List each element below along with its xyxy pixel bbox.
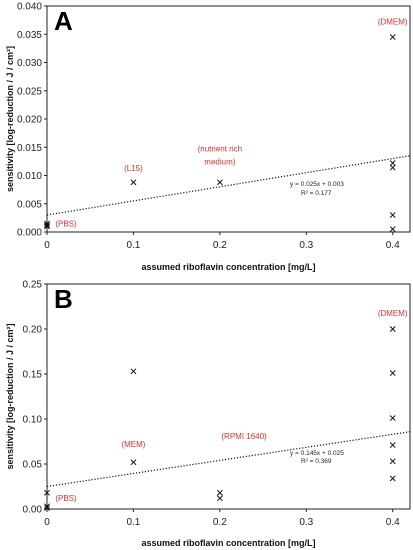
data-point-stroke — [130, 368, 137, 375]
y-tick-label: 0.25 — [23, 280, 43, 291]
data-point-stroke — [389, 442, 396, 449]
data-point-stroke — [389, 34, 396, 41]
y-tick-label: 0.05 — [23, 460, 43, 471]
y-tick-label: 0.010 — [17, 171, 42, 182]
x-tick-label: 0.2 — [213, 240, 227, 251]
data-point — [389, 475, 396, 482]
data-point-stroke — [389, 415, 396, 422]
data-point — [216, 495, 223, 502]
annotation-label: (MEM) — [121, 440, 145, 449]
x-tick-label: 0.3 — [299, 517, 313, 528]
y-tick-label: 0.10 — [23, 415, 43, 426]
y-tick-label: 0.00 — [23, 505, 43, 516]
x-tick-label: 0 — [44, 240, 50, 251]
data-point — [389, 415, 396, 422]
trendline — [46, 431, 411, 488]
data-point-stroke — [44, 222, 50, 229]
data-point-stroke — [389, 160, 396, 167]
data-point-stroke — [44, 223, 50, 230]
x-tick-label: 0.4 — [386, 240, 400, 251]
data-point — [389, 212, 396, 219]
data-point-stroke — [216, 489, 223, 496]
x-tick-label: 0.4 — [386, 517, 400, 528]
annotation-label: medium) — [204, 157, 235, 166]
y-axis-title: sensitivity [log-reduction / J / cm²] — [5, 323, 15, 469]
data-point-stroke — [130, 459, 137, 466]
data-point — [44, 505, 50, 512]
data-point-stroke — [389, 164, 396, 171]
x-tick-label: 0.1 — [126, 240, 140, 251]
data-point — [389, 226, 396, 233]
x-tick-label: 0 — [44, 517, 50, 528]
data-point-stroke — [44, 503, 50, 510]
data-point — [216, 489, 223, 496]
y-tick-label: 0.040 — [17, 2, 42, 13]
data-point — [389, 160, 396, 167]
data-point-stroke — [44, 505, 50, 512]
annotation-label: (L15) — [124, 164, 143, 173]
y-axis-title: sensitivity [log-reduction / J / cm²] — [5, 46, 15, 192]
data-point-stroke — [216, 179, 223, 186]
data-point-stroke — [389, 326, 396, 332]
plot-frame — [46, 5, 411, 233]
data-point — [44, 223, 50, 230]
trendline-r2: R² = 0.177 — [301, 190, 332, 197]
data-point-stroke — [216, 495, 223, 502]
plot-frame — [46, 283, 411, 510]
data-point-stroke — [389, 458, 396, 465]
data-point — [44, 222, 50, 229]
panel-letter: A — [54, 6, 73, 36]
data-point — [44, 489, 50, 496]
data-point-stroke — [389, 226, 396, 233]
trendline-equation: y = 0.145x + 0.025 — [290, 450, 344, 457]
data-point-stroke — [130, 179, 137, 186]
data-point — [44, 503, 50, 510]
data-point-stroke — [389, 475, 396, 482]
annotation-label: (DMEM) — [378, 309, 408, 318]
data-point — [130, 368, 137, 375]
data-point — [216, 179, 223, 186]
y-tick-label: 0.000 — [17, 228, 42, 239]
y-tick-label: 0.015 — [17, 143, 42, 154]
annotation-label: (PBS) — [55, 220, 77, 229]
data-point-stroke — [44, 489, 50, 496]
data-point — [389, 442, 396, 449]
data-point — [389, 326, 396, 332]
y-tick-label: 0.025 — [17, 86, 42, 97]
trendline-r2: R² = 0.369 — [301, 458, 332, 465]
data-point — [130, 179, 137, 186]
data-point — [389, 458, 396, 465]
annotation-label: (DMEM) — [378, 17, 408, 26]
chart-panel-a: 0.000 0.005 0.010 0.015 0.020 0.025 0.030 0.035… — [5, 2, 411, 272]
y-tick-label: 0.030 — [17, 58, 42, 69]
annotation-label: (nutrient rich — [198, 144, 242, 153]
trendline — [46, 155, 411, 216]
data-point — [389, 164, 396, 171]
x-tick-label: 0.2 — [213, 517, 227, 528]
data-point — [130, 459, 137, 466]
x-axis-title: assumed riboflavin concentration [mg/L] — [141, 262, 315, 272]
data-point — [389, 34, 396, 41]
annotation-label: (PBS) — [55, 494, 77, 503]
data-point-stroke — [389, 370, 396, 377]
panel-letter: B — [54, 284, 73, 314]
chart-panel-b: 0.00 0.05 0.10 0.15 0.20 0.25 0 0.1 0.2 0.3 0.4 ass… — [5, 280, 411, 548]
y-tick-label: 0.005 — [17, 199, 42, 210]
y-tick-label: 0.15 — [23, 370, 43, 381]
y-tick-label: 0.035 — [17, 30, 42, 41]
y-tick-label: 0.20 — [23, 325, 43, 336]
data-point — [389, 370, 396, 377]
x-tick-label: 0.1 — [126, 517, 140, 528]
trendline-equation: y = 0.025x + 0.003 — [290, 181, 344, 188]
annotation-label: (RPMI 1640) — [221, 432, 267, 441]
x-axis-title: assumed riboflavin concentration [mg/L] — [141, 538, 315, 548]
x-tick-label: 0.3 — [299, 240, 313, 251]
data-point-stroke — [389, 212, 396, 219]
y-tick-label: 0.020 — [17, 115, 42, 126]
